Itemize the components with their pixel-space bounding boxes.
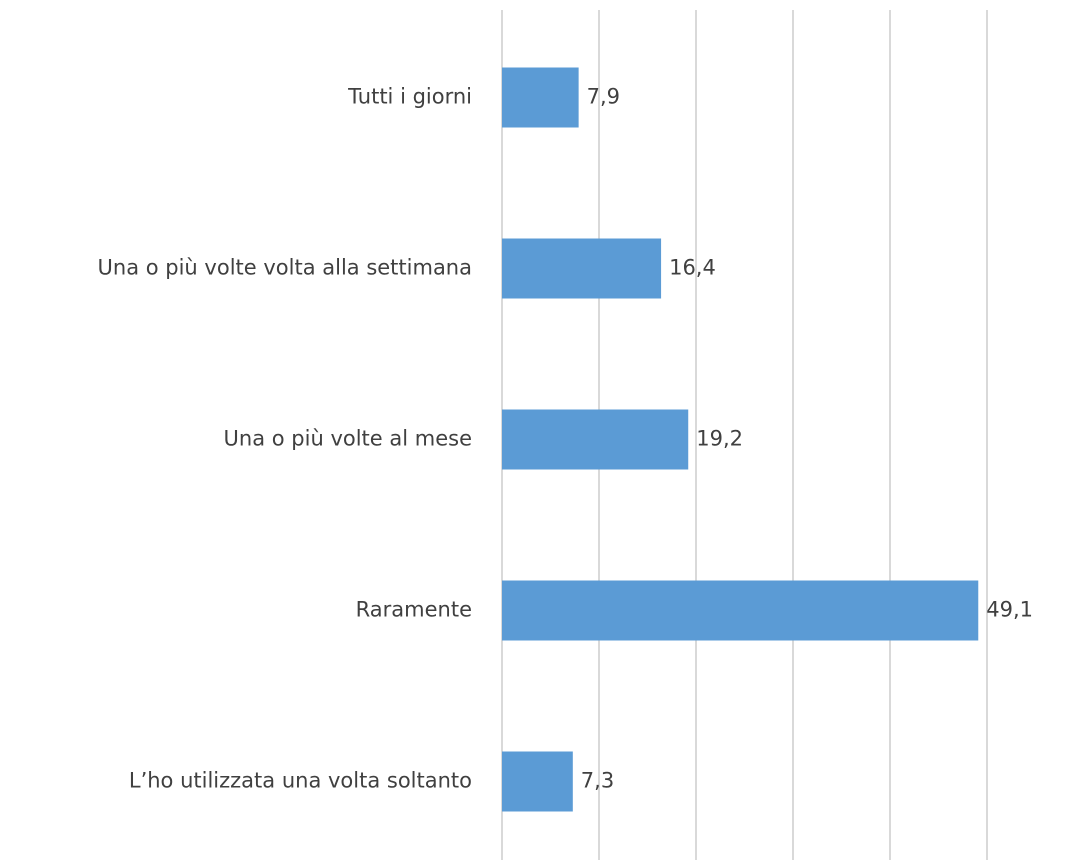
- data-label: 49,1: [986, 598, 1033, 622]
- y-tick-label: Tutti i giorni: [347, 85, 472, 109]
- y-tick-label: Una o più volte volta alla settimana: [98, 256, 472, 280]
- bar: [502, 580, 979, 641]
- bar: [502, 409, 689, 470]
- y-tick-label: Raramente: [356, 598, 472, 622]
- data-label: 16,4: [669, 256, 716, 280]
- bar: [502, 67, 579, 128]
- data-label: 7,9: [587, 85, 620, 109]
- y-tick-label: Una o più volte al mese: [224, 427, 472, 451]
- bar: [502, 751, 573, 812]
- data-label: 19,2: [696, 427, 743, 451]
- data-label: 7,3: [581, 769, 614, 793]
- bar: [502, 238, 662, 299]
- y-tick-label: L’ho utilizzata una volta soltanto: [129, 769, 472, 793]
